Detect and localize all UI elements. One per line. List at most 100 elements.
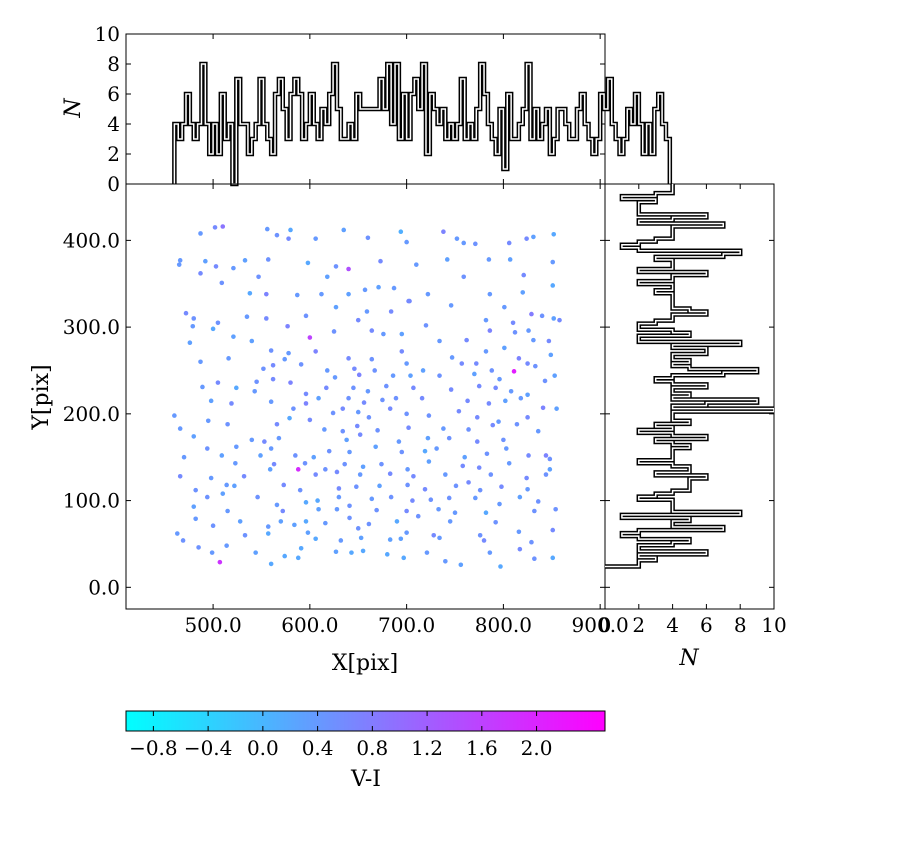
right-histogram-panel: 0 2 4 6 8 10 <box>599 183 787 637</box>
scatter-point <box>354 423 360 429</box>
scatter-point <box>396 439 402 444</box>
scatter-point <box>374 507 379 513</box>
scatter-point <box>281 482 287 488</box>
scatter-point <box>242 258 248 263</box>
scatter-point <box>483 317 489 323</box>
scatter-point <box>532 508 537 514</box>
scatter-point <box>399 349 405 354</box>
scatter-point <box>313 472 318 477</box>
scatter-point <box>546 338 552 344</box>
right-hist-step-group <box>605 184 774 569</box>
scatter-point <box>456 408 462 414</box>
right-hist-step-outline <box>605 184 774 569</box>
scatter-point <box>388 309 394 314</box>
scatter-point <box>437 373 442 378</box>
scatter-xtick-label: 600.0 <box>281 613 338 637</box>
scatter-point <box>502 345 507 351</box>
scatter-point <box>387 537 393 542</box>
scatter-point <box>488 472 494 477</box>
scatter-point <box>288 380 293 385</box>
scatter-point <box>551 316 557 321</box>
colorbar-label: V-I <box>350 767 381 792</box>
scatter-point <box>474 415 480 420</box>
scatter-point <box>404 508 409 514</box>
scatter-point <box>234 444 239 450</box>
scatter-point <box>215 320 221 326</box>
scatter-point <box>507 257 513 262</box>
scatter-point <box>384 552 390 557</box>
scatter-point <box>369 496 375 502</box>
scatter-point <box>462 454 467 460</box>
scatter-point <box>398 536 404 542</box>
scatter-point <box>254 379 259 385</box>
scatter-point <box>357 472 363 477</box>
scatter-point <box>282 356 287 362</box>
scatter-point <box>196 545 201 550</box>
scatter-point <box>252 388 258 394</box>
scatter-point <box>404 239 409 245</box>
scatter-point <box>193 487 198 493</box>
scatter-point <box>346 356 351 361</box>
scatter-point <box>268 399 274 405</box>
scatter-point <box>548 352 554 358</box>
scatter-point <box>465 398 470 404</box>
scatter-point <box>426 413 432 418</box>
scatter-point <box>319 291 324 297</box>
scatter-point <box>481 538 487 543</box>
scatter-point <box>502 304 507 310</box>
scatter-point <box>341 227 347 233</box>
scatter-xtick-label: 500.0 <box>184 613 241 637</box>
top-hist-ytick-label: 2 <box>107 142 120 166</box>
scatter-point <box>267 467 273 472</box>
scatter-point <box>209 550 215 555</box>
scatter-point <box>249 437 255 443</box>
scatter-point <box>406 425 411 431</box>
scatter-point <box>280 508 286 514</box>
scatter-point <box>326 448 332 454</box>
scatter-point <box>346 291 351 297</box>
scatter-point <box>295 555 301 561</box>
scatter-point <box>323 467 328 472</box>
scatter-point <box>324 385 329 391</box>
scatter-point <box>338 538 344 543</box>
scatter-point <box>191 316 197 321</box>
scatter-point <box>460 463 466 469</box>
scatter-point <box>441 426 446 431</box>
scatter-point <box>483 349 489 354</box>
scatter-point <box>212 225 218 230</box>
scatter-point <box>276 435 282 441</box>
scatter-point <box>503 398 508 404</box>
scatter-point <box>434 446 439 451</box>
scatter-point <box>404 530 409 535</box>
scatter-point <box>265 531 271 536</box>
scatter-point <box>258 453 263 458</box>
scatter-point <box>391 285 397 291</box>
scatter-point <box>181 454 187 460</box>
scatter-point <box>501 437 506 443</box>
scatter-point <box>356 372 362 378</box>
right-hist-xtick-label: 4 <box>666 613 679 637</box>
scatter-point <box>517 494 523 500</box>
scatter-point <box>217 559 223 565</box>
scatter-point <box>274 421 280 427</box>
scatter-point <box>352 366 357 372</box>
scatter-point <box>354 484 359 490</box>
scatter-point <box>487 328 493 333</box>
scatter-point <box>369 328 375 333</box>
scatter-point <box>378 258 383 264</box>
colorbar-tick-label: 0.4 <box>302 736 334 760</box>
scatter-point <box>550 259 556 265</box>
top-histogram-panel: 0 2 4 6 8 10 <box>95 22 673 196</box>
scatter-point <box>307 417 313 423</box>
scatter-point <box>550 555 556 561</box>
scatter-point <box>431 532 437 538</box>
scatter-point <box>394 519 400 524</box>
scatter-point <box>360 464 366 470</box>
scatter-point <box>349 550 354 555</box>
scatter-point <box>532 556 537 561</box>
scatter-point <box>399 331 405 337</box>
scatter-point <box>288 227 293 233</box>
scatter-point <box>220 491 226 496</box>
scatter-point <box>428 497 434 503</box>
